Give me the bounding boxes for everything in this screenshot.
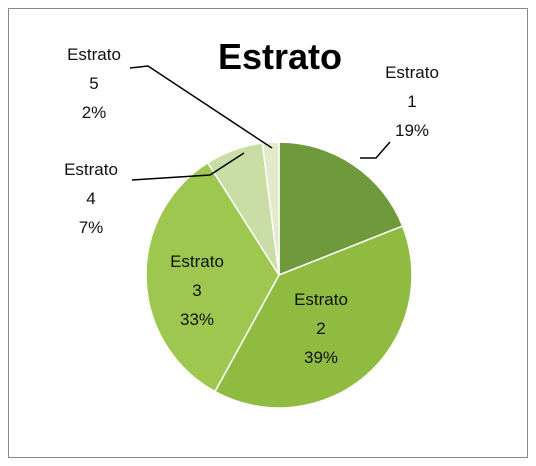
value-label: 2% — [81, 103, 107, 122]
pie-slice — [261, 141, 280, 276]
data-label: Estrato 5 2% — [59, 40, 129, 127]
leader-line — [131, 152, 245, 181]
pie-slice — [213, 225, 413, 409]
pie-slice — [278, 141, 404, 277]
value-label: 19% — [394, 121, 430, 140]
leader-line — [129, 65, 273, 149]
data-label: Estrato 3 33% — [162, 247, 232, 334]
leader-line — [360, 141, 391, 159]
pie-slice — [145, 161, 280, 393]
data-label: Estrato 4 7% — [56, 155, 126, 242]
chart-title: Estrato — [217, 36, 343, 77]
category-label: Estrato 5 — [67, 45, 121, 93]
data-label: Estrato 2 39% — [286, 285, 356, 372]
pie — [145, 141, 413, 409]
category-label: Estrato 3 — [170, 252, 224, 300]
value-label: 7% — [78, 218, 104, 237]
value-label: 33% — [179, 310, 215, 329]
data-label: Estrato 1 19% — [377, 58, 447, 145]
value-label: 39% — [303, 348, 339, 367]
category-label: Estrato 2 — [294, 290, 348, 338]
category-label: Estrato 1 — [385, 63, 439, 111]
category-label: Estrato 4 — [64, 160, 118, 208]
